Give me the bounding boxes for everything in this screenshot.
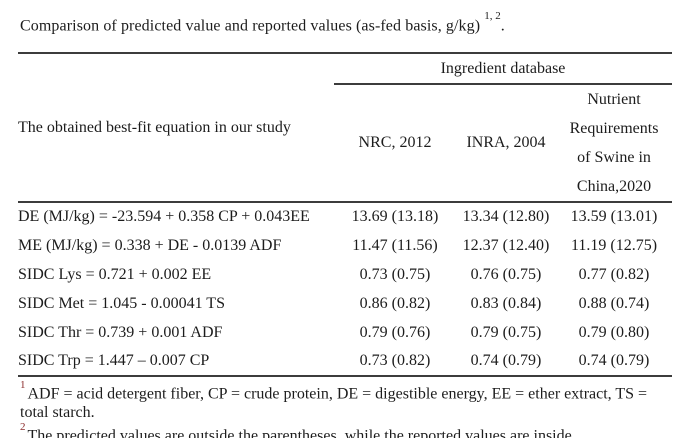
column-header-line: China,2020 [576,178,652,196]
footnote-1-marker: 1 [20,379,26,392]
footnotes: 1ADF = acid detergent fiber, CP = crude … [20,379,692,438]
footnote-1-text-line2: total starch. [20,403,95,421]
table-body: DE (MJ/kg) = -23.594 + 0.358 CP + 0.043E… [18,202,672,376]
value-cell-inra: 13.34 (12.80) [462,208,550,226]
table-row-sidc-thr: SIDC Thr = 0.739 + 0.001 ADF 0.79 (0.76)… [18,318,672,347]
value-cell-inra: 12.37 (12.40) [462,236,550,254]
equation-cell: SIDC Thr = 0.739 + 0.001 ADF [18,323,223,341]
equation-cell: ME (MJ/kg) = 0.338 + DE - 0.0139 ADF [18,236,282,254]
comparison-table: The obtained best-fit equation in our st… [18,52,672,378]
column-header-inra-2004: INRA, 2004 [466,134,546,152]
column-header-nrc-2012: NRC, 2012 [358,134,432,152]
column-header-row: NRC, 2012 INRA, 2004 Nutrient Requiremen… [18,84,672,202]
value-cell-china: 0.88 (0.74) [578,294,650,312]
table-row-sidc-trp: SIDC Trp = 1.447 – 0.007 CP 0.73 (0.82) … [18,347,672,376]
footnote-2: 2The predicted values are outside the pa… [20,420,692,438]
table-row-me: ME (MJ/kg) = 0.338 + DE - 0.0139 ADF 11.… [18,231,672,260]
equation-column-header: The obtained best-fit equation in our st… [18,118,291,136]
column-header-line: Requirements [569,120,659,138]
value-cell-nrc: 13.69 (13.18) [351,208,439,226]
caption-superscript: 1, 2 [484,10,501,22]
value-cell-china: 0.79 (0.80) [578,323,650,341]
value-cell-inra: 0.79 (0.75) [470,323,542,341]
value-cell-nrc: 0.73 (0.82) [359,352,431,370]
footnote-1-text-line1: ADF = acid detergent fiber, CP = crude p… [27,385,648,403]
table-caption: Comparison of predicted value and report… [20,10,700,36]
value-cell-nrc: 0.79 (0.76) [359,323,431,341]
column-header-line: of Swine in [577,149,651,167]
footnote-2-marker: 2 [20,420,26,433]
footnote-1: 1ADF = acid detergent fiber, CP = crude … [20,379,692,421]
column-header-line: Nutrient [587,91,641,109]
caption-text: Comparison of predicted value and report… [20,17,481,35]
table-header: The obtained best-fit equation in our st… [18,53,672,203]
column-header-china-2020: Nutrient Requirements of Swine in China,… [556,84,672,202]
footnote-2-text: The predicted values are outside the par… [27,426,576,438]
caption-period: . [500,17,505,35]
value-cell-china: 13.59 (13.01) [570,208,658,226]
value-cell-nrc: 0.86 (0.82) [359,294,431,312]
spanner-row: The obtained best-fit equation in our st… [18,53,672,136]
value-cell-china: 0.74 (0.79) [578,352,650,370]
equation-cell: SIDC Lys = 0.721 + 0.002 EE [18,265,212,283]
value-cell-inra: 0.76 (0.75) [470,265,542,283]
value-cell-inra: 0.83 (0.84) [470,294,542,312]
value-cell-china: 0.77 (0.82) [578,265,650,283]
table-row-sidc-met: SIDC Met = 1.045 - 0.00041 TS 0.86 (0.82… [18,289,672,318]
equation-cell: SIDC Met = 1.045 - 0.00041 TS [18,294,225,312]
equation-cell: DE (MJ/kg) = -23.594 + 0.358 CP + 0.043E… [18,208,310,226]
table-row-sidc-lys: SIDC Lys = 0.721 + 0.002 EE 0.73 (0.75) … [18,260,672,289]
value-cell-inra: 0.74 (0.79) [470,352,542,370]
ingredient-database-spanner: Ingredient database [334,53,672,86]
equation-cell: SIDC Trp = 1.447 – 0.007 CP [18,352,210,370]
value-cell-nrc: 0.73 (0.75) [359,265,431,283]
value-cell-china: 11.19 (12.75) [570,236,658,254]
table-row-de: DE (MJ/kg) = -23.594 + 0.358 CP + 0.043E… [18,202,672,231]
value-cell-nrc: 11.47 (11.56) [352,236,438,254]
